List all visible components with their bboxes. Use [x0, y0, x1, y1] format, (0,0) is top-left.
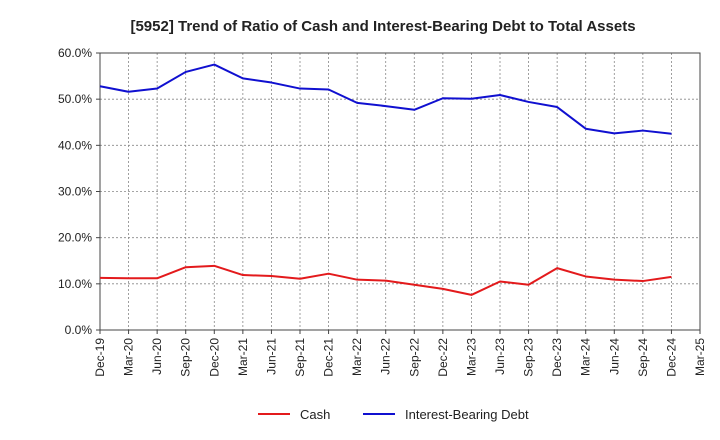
x-tick-label: Dec-22 [436, 338, 450, 377]
y-tick-label: 50.0% [58, 92, 92, 106]
x-tick-label: Jun-21 [264, 338, 278, 375]
x-tick-label: Dec-20 [207, 338, 221, 377]
x-tick-label: Dec-23 [550, 338, 564, 377]
legend-label: Cash [300, 407, 330, 422]
x-tick-label: Mar-25 [693, 338, 707, 376]
series-layer [99, 63, 672, 296]
x-tick-label: Dec-19 [93, 338, 107, 377]
x-tick-label: Mar-23 [464, 338, 478, 376]
x-tick-label: Sep-24 [636, 338, 650, 377]
legend: Cash Interest-Bearing Debt [258, 407, 529, 422]
y-tick-label: 30.0% [58, 185, 92, 199]
y-tick-label: 0.0% [65, 323, 93, 337]
x-tick-label: Mar-22 [350, 338, 364, 376]
x-tick-label: Jun-22 [379, 338, 393, 375]
x-tick-label: Sep-22 [407, 338, 421, 377]
x-tick-label: Mar-20 [122, 338, 136, 376]
x-tick-label: Jun-20 [150, 338, 164, 375]
y-tick-label: 40.0% [58, 138, 92, 152]
x-tick-label: Dec-24 [664, 338, 678, 377]
x-tick-label: Jun-24 [607, 338, 621, 375]
y-tick-label: 20.0% [58, 231, 92, 245]
series-line-interest-bearing-debt [99, 63, 672, 135]
legend-label: Interest-Bearing Debt [405, 407, 529, 422]
y-tick-label: 10.0% [58, 277, 92, 291]
axis-layer: 0.0% 10.0% 20.0% 30.0% 40.0% 50.0% 60.0% Dec-19… [58, 46, 707, 377]
x-tick-label: Mar-21 [236, 338, 250, 376]
series-line-cash [99, 264, 672, 296]
y-tick-label: 60.0% [58, 46, 92, 60]
grid-layer [100, 53, 700, 330]
x-tick-label: Sep-23 [522, 338, 536, 377]
x-tick-label: Sep-20 [179, 338, 193, 377]
x-tick-label: Jun-23 [493, 338, 507, 375]
chart-title: [5952] Trend of Ratio of Cash and Intere… [130, 18, 635, 35]
x-tick-label: Mar-24 [579, 338, 593, 376]
x-tick-label: Sep-21 [293, 338, 307, 377]
x-tick-label: Dec-21 [322, 338, 336, 377]
